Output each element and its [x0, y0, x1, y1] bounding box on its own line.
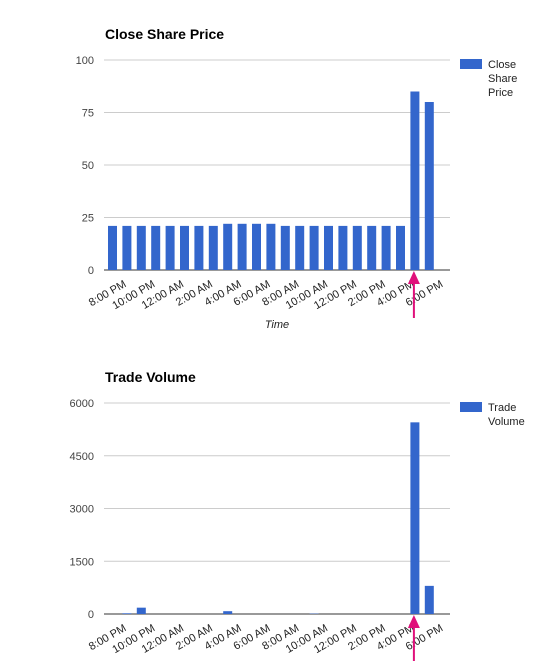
bar	[108, 226, 117, 270]
bar	[137, 226, 146, 270]
bar	[425, 586, 434, 614]
legend-swatch	[460, 59, 482, 69]
bar	[367, 226, 376, 270]
bar	[238, 224, 247, 270]
bar	[410, 92, 419, 271]
bar	[396, 226, 405, 270]
y-tick-label: 50	[82, 160, 94, 172]
bar	[310, 226, 319, 270]
x-axis-title: Time	[265, 319, 289, 331]
bar	[382, 226, 391, 270]
bar	[151, 226, 160, 270]
y-tick-label: 4500	[70, 451, 94, 463]
y-tick-label: 1500	[70, 556, 94, 568]
bar	[166, 226, 175, 270]
legend-swatch	[460, 402, 482, 412]
chart-title: Trade Volume	[105, 369, 196, 385]
y-tick-label: 0	[88, 265, 94, 277]
y-tick-label: 3000	[70, 504, 94, 516]
y-tick-label: 0	[88, 609, 94, 621]
bar	[252, 224, 261, 270]
y-tick-label: 25	[82, 213, 94, 225]
bar	[410, 422, 419, 614]
bar	[223, 224, 232, 270]
bar	[122, 613, 131, 614]
bar	[194, 226, 203, 270]
bar	[295, 226, 304, 270]
bar	[122, 226, 131, 270]
y-tick-label: 100	[76, 55, 94, 67]
bar	[137, 608, 146, 614]
y-tick-label: 75	[82, 108, 94, 120]
bar	[209, 226, 218, 270]
bar	[281, 226, 290, 270]
bar	[180, 226, 189, 270]
bar	[338, 226, 347, 270]
chart-title: Close Share Price	[105, 26, 224, 42]
bar	[425, 102, 434, 270]
y-tick-label: 6000	[70, 398, 94, 410]
bar	[353, 226, 362, 270]
bar	[223, 611, 232, 614]
bar	[324, 226, 333, 270]
bar	[266, 224, 275, 270]
